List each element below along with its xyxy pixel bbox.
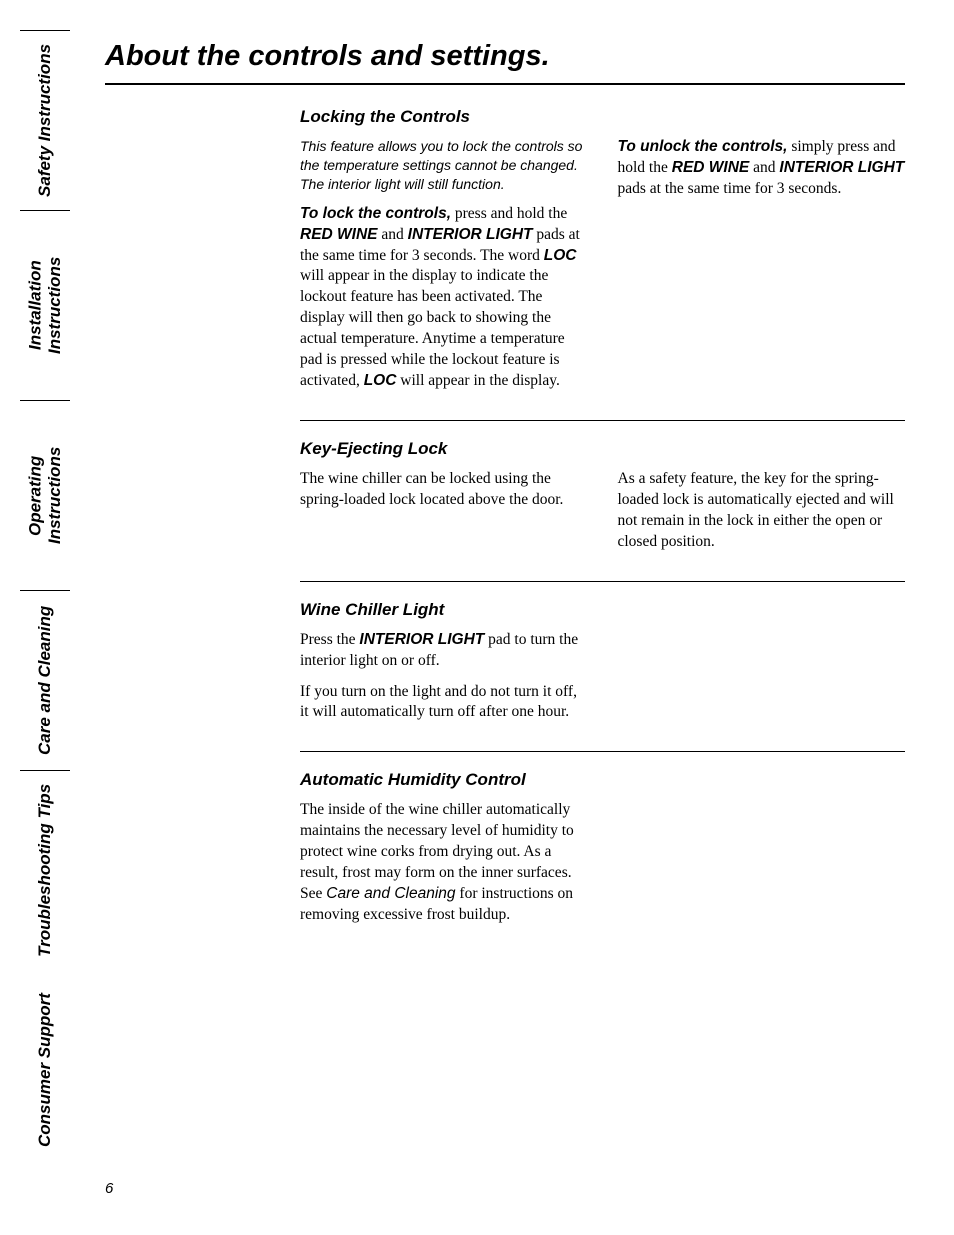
t: pads at the same time for 3 seconds.	[618, 180, 842, 197]
col-left: This feature allows you to lock the cont…	[300, 137, 588, 402]
t: will appear in the display to indicate t…	[300, 267, 565, 389]
t: and	[378, 226, 408, 243]
keyword-loc: LOC	[364, 372, 397, 389]
sidebar-tabs: Safety Instructions InstallationInstruct…	[20, 30, 70, 1180]
t: will appear in the display.	[396, 372, 559, 389]
section-title: Wine Chiller Light	[300, 600, 905, 620]
section-locking-controls: Locking the Controls This feature allows…	[300, 107, 905, 421]
page-number: 6	[105, 1180, 113, 1197]
col-right	[618, 800, 906, 936]
ref-care-cleaning: Care and Cleaning	[326, 885, 455, 902]
keyword-interior-light: INTERIOR LIGHT	[408, 226, 533, 243]
section-title: Key-Ejecting Lock	[300, 439, 905, 459]
tab-operating[interactable]: OperatingInstructions	[20, 400, 70, 590]
col-right: To unlock the controls, simply press and…	[618, 137, 906, 402]
tab-installation[interactable]: InstallationInstructions	[20, 210, 70, 400]
lock-instructions: To lock the controls, press and hold the…	[300, 204, 588, 392]
col-left: Press the INTERIOR LIGHT pad to turn the…	[300, 630, 588, 734]
body-text: Press the INTERIOR LIGHT pad to turn the…	[300, 630, 588, 672]
t: press and hold the	[451, 205, 567, 222]
lead: To lock the controls,	[300, 205, 451, 222]
page-title: About the controls and settings.	[105, 40, 905, 85]
unlock-instructions: To unlock the controls, simply press and…	[618, 137, 906, 200]
keyword-red-wine: RED WINE	[672, 159, 750, 176]
section-key-ejecting: Key-Ejecting Lock The wine chiller can b…	[300, 439, 905, 582]
keyword-loc: LOC	[544, 247, 577, 264]
col-right	[618, 630, 906, 734]
section-title: Automatic Humidity Control	[300, 770, 905, 790]
body-text: If you turn on the light and do not turn…	[300, 682, 588, 724]
section-wine-chiller-light: Wine Chiller Light Press the INTERIOR LI…	[300, 600, 905, 753]
section-humidity: Automatic Humidity Control The inside of…	[300, 770, 905, 954]
keyword-interior-light: INTERIOR LIGHT	[359, 631, 484, 648]
body-text: The wine chiller can be locked using the…	[300, 469, 588, 511]
section-title: Locking the Controls	[300, 107, 905, 127]
body-text: As a safety feature, the key for the spr…	[618, 469, 906, 553]
col-left: The inside of the wine chiller automatic…	[300, 800, 588, 936]
tab-troubleshooting[interactable]: Troubleshooting Tips	[20, 770, 70, 970]
keyword-interior-light: INTERIOR LIGHT	[779, 159, 904, 176]
tab-safety[interactable]: Safety Instructions	[20, 30, 70, 210]
lead: To unlock the controls,	[618, 138, 788, 155]
t: Press the	[300, 631, 359, 648]
tab-care[interactable]: Care and Cleaning	[20, 590, 70, 770]
t: and	[749, 159, 779, 176]
body-text: The inside of the wine chiller automatic…	[300, 800, 588, 926]
keyword-red-wine: RED WINE	[300, 226, 378, 243]
main-content: About the controls and settings. Locking…	[105, 40, 905, 972]
col-right: As a safety feature, the key for the spr…	[618, 469, 906, 563]
intro-text: This feature allows you to lock the cont…	[300, 137, 588, 194]
col-left: The wine chiller can be locked using the…	[300, 469, 588, 563]
tab-consumer-support[interactable]: Consumer Support	[20, 970, 70, 1170]
